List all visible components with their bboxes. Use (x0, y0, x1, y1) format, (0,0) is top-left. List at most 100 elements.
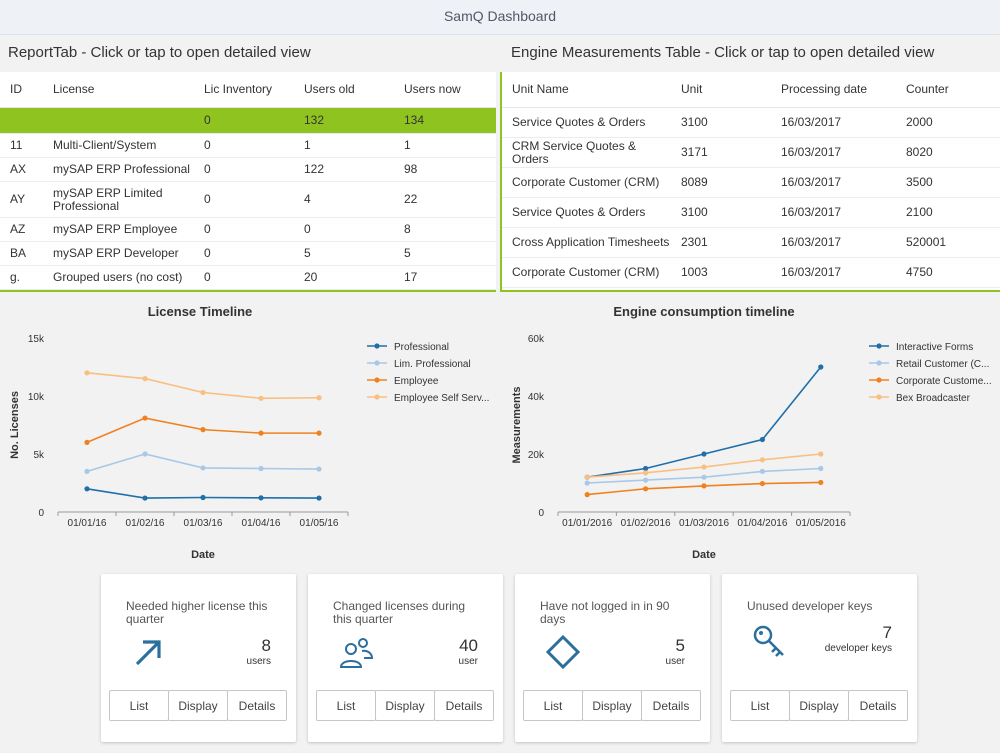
tile-display-button[interactable]: Display (789, 690, 849, 721)
column-header-lic-inventory[interactable]: Lic Inventory (204, 82, 273, 96)
data-point[interactable] (818, 465, 824, 472)
data-point[interactable] (316, 395, 322, 401)
tile-title: Needed higher license this quarter (126, 599, 268, 626)
tile-display-button[interactable]: Display (582, 690, 642, 721)
data-point[interactable] (701, 483, 707, 489)
column-header-counter[interactable]: Counter (906, 82, 949, 96)
data-point[interactable] (258, 465, 264, 472)
data-point[interactable] (759, 457, 765, 463)
data-point[interactable] (818, 479, 824, 486)
column-header-processing-date[interactable]: Processing date (781, 82, 868, 96)
table-row[interactable]: 0 132 134 (0, 108, 496, 134)
report-tab-title[interactable]: ReportTab - Click or tap to open detaile… (8, 44, 311, 61)
table-row[interactable]: 11 Multi-Client/System 0 1 1 (0, 134, 496, 158)
tile-list-button[interactable]: List (730, 690, 790, 721)
data-point[interactable] (258, 430, 264, 436)
table-row[interactable]: AY mySAP ERP Limited Professional 0 4 22 (0, 182, 496, 218)
tile-display-button[interactable]: Display (375, 690, 435, 721)
table-row[interactable]: AZ mySAP ERP Employee 0 0 8 (0, 218, 496, 242)
tile-list-button[interactable]: List (523, 690, 583, 721)
legend-label[interactable]: Retail Customer (C... (896, 359, 989, 370)
data-point[interactable] (84, 439, 90, 445)
cell-unit-name: Corporate Customer (CRM) (512, 265, 660, 279)
app-title: SamQ Dashboard (443, 8, 557, 24)
data-point[interactable] (643, 465, 649, 472)
data-point[interactable] (200, 494, 206, 501)
data-point[interactable] (84, 370, 90, 376)
data-point[interactable] (759, 436, 765, 443)
data-point[interactable] (142, 495, 148, 501)
tile-value: 7 (882, 623, 892, 642)
data-point[interactable] (643, 470, 649, 476)
kpi-tile[interactable]: Needed higher license this quarter 8 users… (101, 574, 296, 742)
data-point[interactable] (84, 468, 90, 474)
data-point[interactable] (759, 480, 765, 487)
data-point[interactable] (84, 486, 90, 492)
column-header-unit[interactable]: Unit (681, 82, 703, 96)
column-header-id[interactable]: ID (10, 82, 22, 96)
table-row[interactable]: g. Grouped users (no cost) 0 20 17 (0, 266, 496, 290)
data-point[interactable] (701, 464, 707, 470)
data-point[interactable] (701, 474, 707, 480)
column-header-license[interactable]: License (53, 82, 95, 96)
tile-details-button[interactable]: Details (227, 690, 287, 721)
license-timeline-chart[interactable]: 0 5k 10k 15k 01/01/16 01/02/16 01/03/16 01/04/1… (0, 322, 500, 567)
table-row[interactable]: Corporate Customer (CRM) 1003 16/03/2017 47… (502, 258, 1000, 288)
legend-label[interactable]: Employee Self Serv... (394, 393, 489, 404)
tile-title: Unused developer keys (747, 599, 873, 613)
x-tick-label: 01/05/16 (300, 518, 339, 529)
legend-label[interactable]: Employee (394, 376, 439, 387)
report-table[interactable]: ID License Lic Inventory Users old Users… (0, 72, 496, 292)
x-tick-label: 01/02/16 (126, 518, 165, 529)
data-point[interactable] (316, 466, 322, 472)
data-point[interactable] (701, 451, 707, 457)
data-point[interactable] (584, 492, 590, 498)
engine-table-title[interactable]: Engine Measurements Table - Click or tap… (511, 44, 935, 61)
data-point[interactable] (200, 389, 206, 396)
legend-label[interactable]: Interactive Forms (896, 342, 973, 353)
data-point[interactable] (818, 451, 824, 457)
table-row[interactable]: BA mySAP ERP Developer 0 5 5 (0, 242, 496, 266)
data-point[interactable] (200, 427, 206, 433)
legend-label[interactable]: Lim. Professional (394, 359, 471, 370)
tile-details-button[interactable]: Details (641, 690, 701, 721)
table-row[interactable]: CRM Service Quotes & Orders 3171 16/03/201… (502, 138, 1000, 168)
tile-list-button[interactable]: List (109, 690, 169, 721)
data-point[interactable] (316, 495, 322, 501)
table-row[interactable]: Service Quotes & Orders 3100 16/03/2017 210… (502, 198, 1000, 228)
data-point[interactable] (200, 465, 206, 471)
engine-table[interactable]: Unit Name Unit Processing date Counter S… (500, 72, 1000, 292)
table-row[interactable]: Corporate Customer (CRM) 8089 16/03/2017 35… (502, 168, 1000, 198)
legend-label[interactable]: Corporate Custome... (896, 376, 992, 387)
data-point[interactable] (142, 376, 148, 382)
data-point[interactable] (584, 474, 590, 480)
kpi-tile[interactable]: Unused developer keys 7 developer keys List… (722, 574, 917, 742)
column-header-users-old[interactable]: Users old (304, 82, 355, 96)
column-header-unit-name[interactable]: Unit Name (512, 82, 569, 96)
column-header-users-now[interactable]: Users now (404, 82, 461, 96)
kpi-tile[interactable]: Changed licenses during this quarter 40 us… (308, 574, 503, 742)
data-point[interactable] (258, 495, 264, 501)
engine-timeline-chart[interactable]: 0 20k 40k 60k 01/01/2016 01/02/2016 01/03/2016… (500, 322, 1000, 567)
data-point[interactable] (643, 477, 649, 483)
data-point[interactable] (142, 415, 148, 421)
kpi-tile[interactable]: Have not logged in in 90 days 5 user List Di… (515, 574, 710, 742)
tile-list-button[interactable]: List (316, 690, 376, 721)
data-point[interactable] (643, 486, 649, 492)
data-point[interactable] (759, 468, 765, 474)
table-row[interactable]: Cross Application Timesheets 2301 16/03/20… (502, 228, 1000, 258)
legend-label[interactable]: Professional (394, 342, 449, 353)
cell-unit: 3100 (681, 115, 708, 129)
data-point[interactable] (142, 451, 148, 457)
cell-unit-name: Service Quotes & Orders (512, 205, 646, 219)
table-row[interactable]: Service Quotes & Orders 3100 16/03/2017 200… (502, 108, 1000, 138)
table-row[interactable]: AX mySAP ERP Professional 0 122 98 (0, 158, 496, 182)
data-point[interactable] (584, 480, 590, 486)
data-point[interactable] (258, 395, 264, 401)
tile-details-button[interactable]: Details (848, 690, 908, 721)
data-point[interactable] (316, 430, 322, 436)
tile-display-button[interactable]: Display (168, 690, 228, 721)
legend-label[interactable]: Bex Broadcaster (896, 393, 971, 404)
tile-details-button[interactable]: Details (434, 690, 494, 721)
data-point[interactable] (818, 364, 824, 370)
